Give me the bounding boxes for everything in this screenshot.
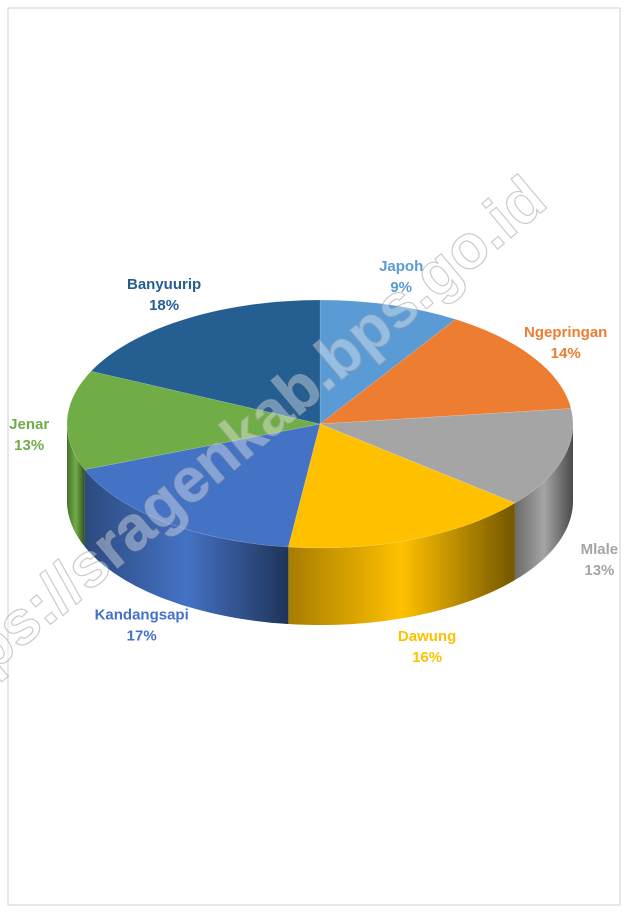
data-label-name: Ngepringan — [524, 324, 607, 341]
data-label-value: 18% — [149, 297, 179, 314]
slice — [84, 423, 321, 548]
data-label-name: Banyuurip — [127, 276, 201, 293]
slice — [319, 299, 457, 425]
slice — [66, 370, 321, 470]
slice-side-shade — [288, 503, 515, 625]
data-label-value: 13% — [584, 562, 614, 579]
data-label-name: Japoh — [379, 258, 423, 275]
slice — [287, 423, 516, 549]
data-label-name: Kandangsapi — [95, 606, 189, 623]
slice — [319, 319, 572, 425]
data-label-value: 13% — [14, 437, 44, 454]
slice-side-shade — [84, 469, 289, 624]
data-label-value: 16% — [412, 649, 442, 666]
data-label-value: 9% — [390, 279, 412, 296]
data-label-name: Dawung — [398, 628, 456, 645]
data-label-name: Mlale — [581, 541, 619, 558]
slice — [319, 408, 574, 504]
slice-side-shade — [514, 424, 573, 580]
data-label-value: 17% — [127, 627, 157, 644]
data-label-value: 14% — [551, 345, 581, 362]
slice-side-shade — [67, 424, 85, 547]
data-label-name: Jenar — [9, 416, 49, 433]
slice — [90, 299, 321, 425]
